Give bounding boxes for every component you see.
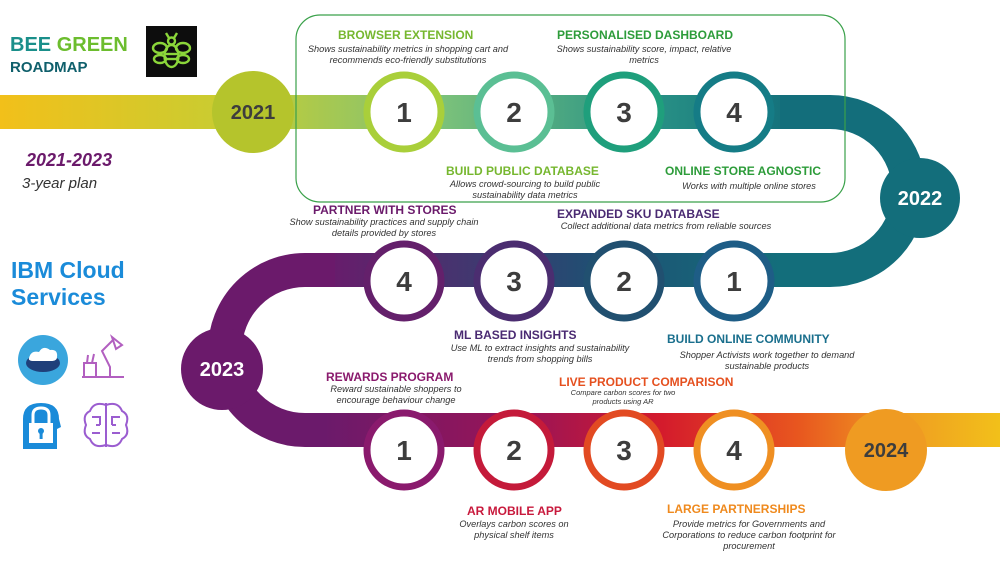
svg-text:2021: 2021 [231,102,276,124]
svg-text:2: 2 [616,266,632,297]
step-label-ml-based-insights: ML BASED INSIGHTS [454,328,577,342]
step-desc-build-online-community: Shopper Activists work together to deman… [679,350,855,371]
year-marker-2022: 2022 [880,158,960,238]
step-desc-personalised-dashboard: Shows sustainability score, impact, rela… [556,44,732,65]
step-desc-online-store-agnostic: Works with multiple online stores [682,181,816,191]
svg-text:1: 1 [396,97,412,128]
ibm-cloud-services-title: IBM Cloud Services [11,257,125,310]
step-label-online-store-agnostic: ONLINE STORE AGNOSTIC [665,164,822,178]
brand-title: BEE GREEN [10,34,128,56]
step-desc-ml-based-insights: Use ML to extract insights and sustainab… [450,343,630,364]
phase-one-frame [295,14,846,203]
step-desc-large-partnerships: Provide metrics for Governments and Corp… [662,519,836,551]
step-desc-expanded-sku-database: Collect additional data metrics from rel… [560,221,772,231]
plan-range: 2021-2023 [26,150,113,170]
step-desc-rewards-program: Reward sustainable shoppers to encourage… [330,384,462,405]
step-circle-build-online-community: 1 [693,240,775,322]
brand-subtitle: ROADMAP [10,59,88,76]
step-circle-browser-extension: 1 [363,71,445,153]
step-desc-ar-mobile-app: Overlays carbon scores on physical shelf… [459,519,569,540]
ai-brain-icon [78,397,134,453]
svg-text:4: 4 [726,435,742,466]
step-label-browser-extension: BROWSER EXTENSION [338,28,474,42]
step-label-expanded-sku-database: EXPANDED SKU DATABASE [557,207,720,221]
svg-text:1: 1 [396,435,412,466]
desk-lamp-icon [76,329,132,385]
svg-text:4: 4 [396,266,412,297]
step-circle-ar-mobile-app: 2 [473,409,555,491]
step-desc-partner-with-stores: Show sustainability practices and supply… [289,217,479,238]
cloud-database-icon [17,333,73,389]
step-label-build-online-community: BUILD ONLINE COMMUNITY [667,332,830,346]
step-label-personalised-dashboard: PERSONALISED DASHBOARD [557,28,734,42]
step-label-large-partnerships: LARGE PARTNERSHIPS [667,502,806,516]
step-circle-ml-based-insights: 3 [473,240,555,322]
step-label-rewards-program: REWARDS PROGRAM [326,370,454,384]
step-circle-personalised-dashboard: 3 [583,71,665,153]
step-label-live-product-comparison: LIVE PRODUCT COMPARISON [559,375,734,389]
svg-text:3: 3 [616,97,632,128]
bee-logo-icon [146,26,197,77]
step-label-build-public-database: BUILD PUBLIC DATABASE [446,164,599,178]
svg-text:2: 2 [506,435,522,466]
svg-text:2024: 2024 [864,440,909,462]
svg-text:2023: 2023 [200,359,245,381]
step-desc-browser-extension: Shows sustainability metrics in shopping… [307,44,509,65]
step-desc-build-public-database: Allows crowd-sourcing to build public su… [449,179,601,200]
step-desc-live-product-comparison: Compare carbon scores for two products u… [570,388,676,406]
brand-word-green: GREEN [56,34,128,56]
plan-description: 3-year plan [22,175,98,192]
year-marker-2024: 2024 [845,409,927,491]
step-circle-build-public-database: 2 [473,71,555,153]
year-marker-2023: 2023 [181,328,263,410]
svg-text:2: 2 [506,97,522,128]
svg-text:2022: 2022 [898,188,943,210]
step-label-ar-mobile-app: AR MOBILE APP [467,504,562,518]
step-circle-large-partnerships: 4 [693,409,775,491]
step-circle-partner-with-stores: 4 [363,240,445,322]
step-label-partner-with-stores: PARTNER WITH STORES [313,203,457,217]
step-circle-online-store-agnostic: 4 [693,71,775,153]
year-marker-2021: 2021 [212,71,294,153]
svg-text:1: 1 [726,266,742,297]
step-circle-rewards-program: 1 [363,409,445,491]
brand-word-bee: BEE [10,34,52,56]
step-circle-expanded-sku-database: 2 [583,240,665,322]
svg-text:3: 3 [616,435,632,466]
svg-text:3: 3 [506,266,522,297]
svg-text:4: 4 [726,97,742,128]
security-lock-icon [17,397,73,453]
step-circle-live-product-comparison: 3 [583,409,665,491]
